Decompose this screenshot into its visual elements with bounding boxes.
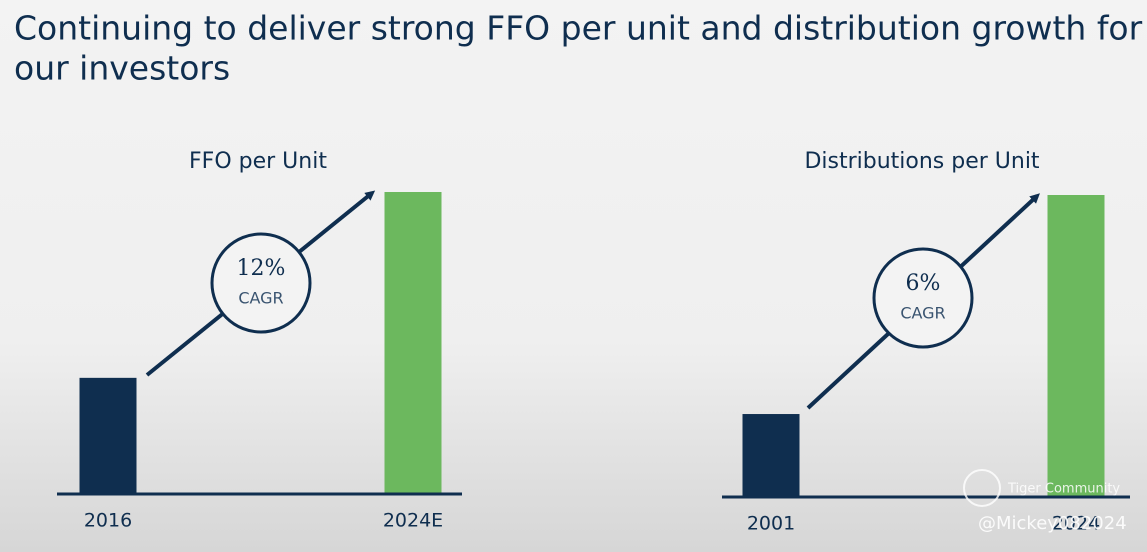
- bar: [384, 192, 442, 494]
- bar: [742, 414, 800, 497]
- cagr-value: 12%: [237, 256, 286, 281]
- cagr-circle: [872, 247, 974, 349]
- cagr-label: CAGR: [238, 289, 283, 308]
- x-tick-label: 2016: [84, 510, 132, 532]
- x-tick-label: 2001: [747, 513, 795, 535]
- cagr-circle: [210, 232, 312, 334]
- x-tick-label: 2024E: [383, 510, 443, 532]
- bar: [79, 377, 137, 494]
- slide-title: our investors: [14, 49, 230, 88]
- slide-title: Continuing to deliver strong FFO per uni…: [14, 9, 1143, 48]
- cagr-label: CAGR: [900, 304, 945, 323]
- watermark-brand: Tiger Community: [1007, 482, 1120, 497]
- cagr-value: 6%: [906, 271, 941, 296]
- watermark-user: @Mickey082024: [978, 513, 1127, 534]
- chart-title: FFO per Unit: [189, 149, 327, 174]
- chart-title: Distributions per Unit: [804, 149, 1039, 174]
- x-tick-label: 2024: [1052, 513, 1100, 535]
- watermark-logo: [963, 469, 1001, 507]
- bar: [1047, 195, 1105, 497]
